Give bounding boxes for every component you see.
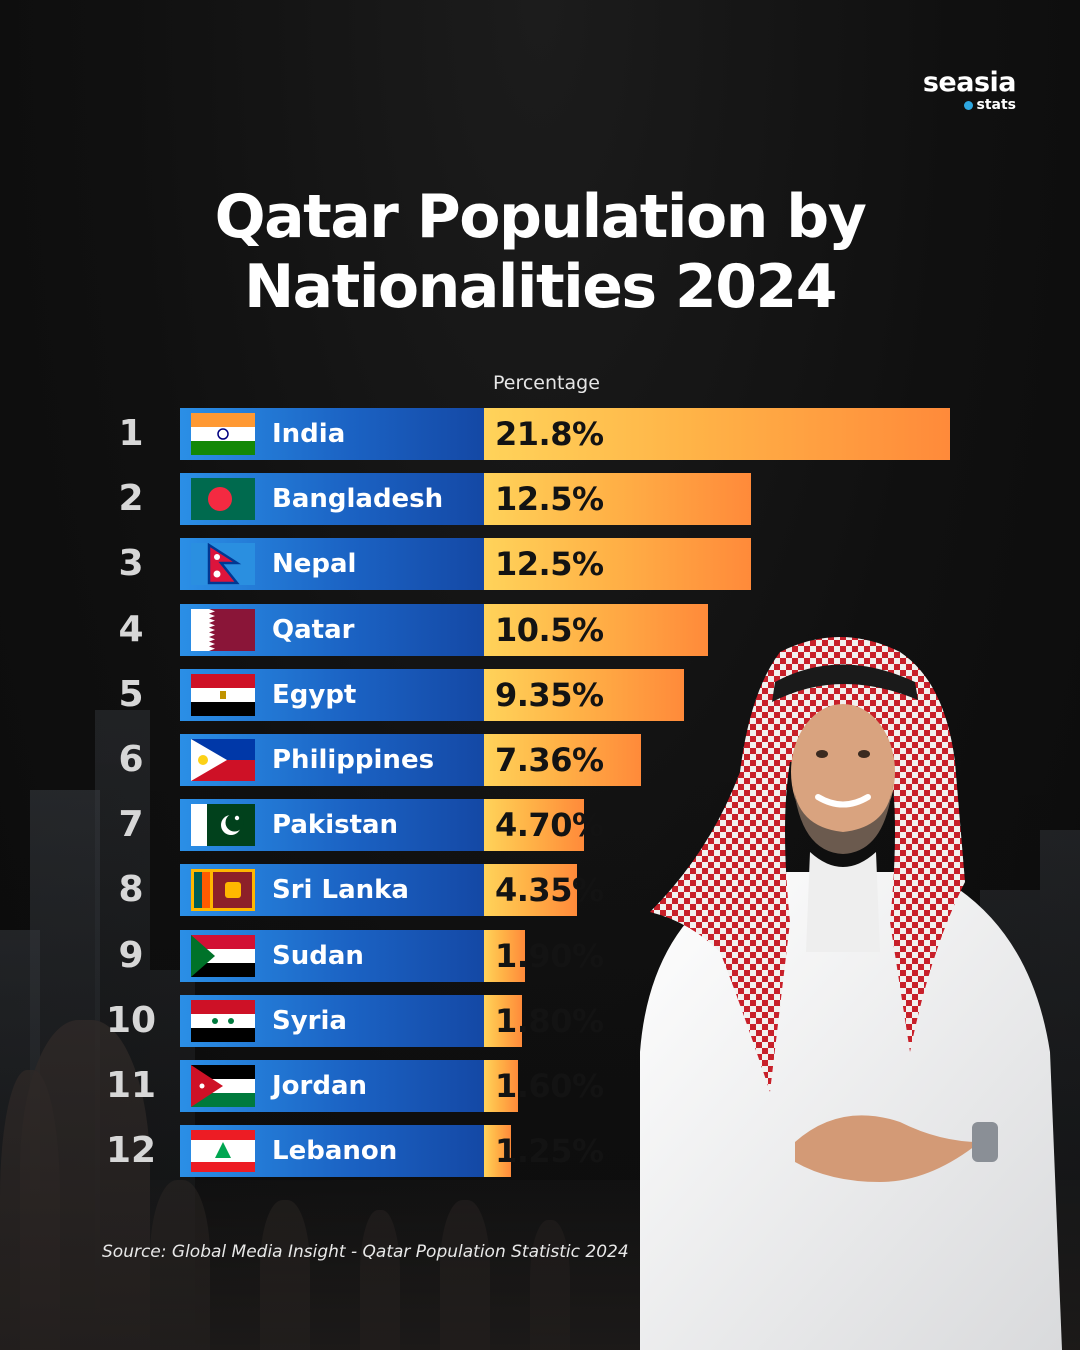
rank-label: 1 [118,413,144,454]
brand-logo: seasia stats [922,67,1017,113]
sudan-flag-icon [191,934,255,977]
value-bar: 12.5% [484,473,751,526]
country-label: India [272,419,346,449]
country-label: Nepal [272,549,357,580]
value-label: 1.60% [495,1067,604,1105]
pakistan-flag-icon [191,804,255,847]
country-label: Philippines [272,745,435,775]
country-bar: Qatar [180,603,484,656]
value-label: 1.80% [495,1001,604,1040]
rank-label: 11 [105,1065,157,1106]
country-bar: India [180,408,484,460]
brand-sub: stats [923,98,1016,112]
rank-label: 2 [118,478,144,520]
philippines-flag-icon [191,739,255,781]
column-header: Percentage [493,372,600,394]
country-bar: Sri Lanka [180,864,484,917]
chart-row: 3 Nepal 12.5% [0,538,1080,591]
value-label: 1.90% [495,936,604,975]
value-bar: 21.8% [484,408,950,460]
chart-row: 7 Pakistan 4.70% [0,799,1080,852]
rank-label: 7 [118,804,144,846]
value-bar: 12.5% [484,538,751,591]
chart-row: 2 Bangladesh 12.5% [0,473,1080,526]
chart-row: 8 Sri Lanka 4.35% [0,864,1080,917]
chart-row: 12 Lebanon 1.25% [0,1125,1080,1178]
rank-label: 5 [118,673,144,715]
rank-label: 3 [118,543,144,585]
rank-label: 6 [118,739,144,780]
chart-title: Qatar Population by Nationalities 2024 [0,182,1080,322]
country-bar: Syria [180,994,484,1047]
chart-row: 6 Philippines 7.36% [0,734,1080,786]
value-bar: 10.5% [484,603,708,656]
country-bar: Nepal [180,538,484,591]
rank-label: 4 [118,608,144,650]
rank-label: 8 [118,869,144,911]
man-in-keffiyeh-illustration [640,637,1062,1350]
value-bar: 9.35% [484,668,684,721]
jordan-flag-icon [191,1065,255,1107]
country-label: Egypt [272,679,357,710]
value-label: 4.35% [495,871,604,910]
country-label: Sri Lanka [272,875,409,906]
value-label: 4.70% [495,806,604,845]
nepal-flag-icon [191,543,255,586]
brand-dot-icon [963,100,973,110]
value-label: 9.35% [495,675,604,714]
brand-name: seasia [922,67,1017,98]
value-bar: 1.90% [484,929,604,982]
value-label: 7.36% [495,741,604,779]
lebanon-flag-icon [191,1130,255,1173]
rank-label: 10 [105,999,157,1041]
chart-row: 11 Jordan 1.60% [0,1060,1080,1112]
country-bar: Sudan [180,929,484,982]
country-label: Jordan [272,1071,368,1101]
value-label: 1.25% [495,1132,604,1171]
value-label: 12.5% [495,480,604,519]
country-label: Pakistan [272,810,399,841]
value-bar: 4.35% [484,864,604,917]
chart-row: 1 India 21.8% [0,408,1080,460]
qatar-flag-icon [191,608,255,651]
chart-row: 10 Syria 1.80% [0,994,1080,1047]
country-bar: Egypt [180,668,484,721]
sri-lanka-flag-icon [191,869,255,912]
chart-title-line1: Qatar Population by [214,182,867,252]
country-bar: Bangladesh [180,473,484,526]
bangladesh-flag-icon [191,478,255,521]
india-flag-icon [191,413,255,455]
value-label: 10.5% [495,610,604,649]
country-label: Bangladesh [272,484,444,515]
country-label: Lebanon [272,1136,398,1167]
egypt-flag-icon [191,673,255,716]
rank-label: 12 [105,1130,157,1172]
chart-row: 5 Egypt 9.35% [0,668,1080,721]
chart-title-line2: Nationalities 2024 [243,252,838,322]
country-bar: Philippines [180,734,484,786]
country-label: Qatar [272,614,355,645]
chart-row: 4 Qatar 10.5% [0,603,1080,656]
source-note: Source: Global Media Insight - Qatar Pop… [102,1242,629,1262]
country-bar: Lebanon [180,1125,484,1178]
country-bar: Jordan [180,1060,484,1112]
brand-sub-label: stats [976,97,1017,113]
country-bar: Pakistan [180,799,484,852]
country-label: Sudan [272,940,364,971]
value-bar: 1.60% [484,1060,604,1112]
rank-label: 9 [118,934,144,976]
value-label: 12.5% [495,545,604,584]
value-label: 21.8% [495,415,604,453]
value-bar: 7.36% [484,734,641,786]
value-bar: 1.80% [484,994,604,1047]
value-bar: 4.70% [484,799,604,852]
value-bar: 1.25% [484,1125,604,1178]
chart-row: 9 Sudan 1.90% [0,929,1080,982]
country-label: Syria [272,1005,347,1036]
syria-flag-icon [191,999,255,1042]
